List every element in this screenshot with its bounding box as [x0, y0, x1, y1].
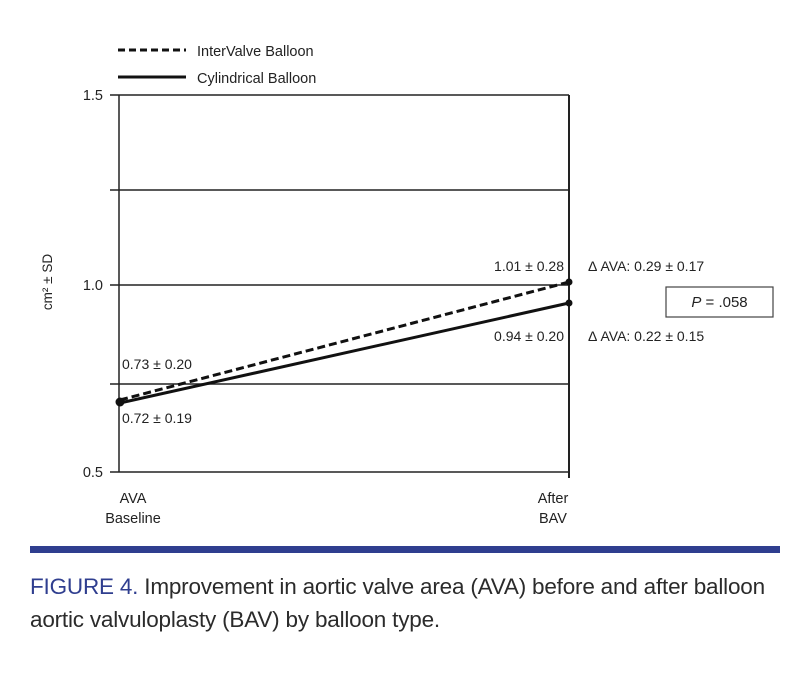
label-intervalve-baseline: 0.73 ± 0.20	[122, 356, 192, 372]
series-cylindrical	[119, 299, 573, 405]
p-value-box: P = .058	[665, 286, 774, 318]
figure-caption: FIGURE 4. Improvement in aortic valve ar…	[30, 570, 780, 636]
x-label-baseline-line2: Baseline	[105, 511, 161, 527]
label-cylindrical-baseline: 0.72 ± 0.19	[122, 410, 192, 426]
intervalve-point-after	[565, 278, 573, 286]
x-label-after-line1: After	[538, 491, 569, 507]
figure-number: FIGURE 4.	[30, 574, 139, 599]
x-label-baseline-line1: AVA	[120, 491, 147, 507]
y-tick-1.0: 1.0	[83, 278, 103, 294]
p-value-text: P = .058	[691, 294, 747, 311]
cylindrical-line	[119, 301, 570, 405]
plot-frame	[110, 94, 570, 478]
y-tick-1.5: 1.5	[83, 88, 103, 104]
x-label-after-line2: BAV	[539, 511, 567, 527]
y-tick-0.5: 0.5	[83, 465, 103, 481]
cylindrical-point-after	[565, 299, 573, 307]
label-cylindrical-after: 0.94 ± 0.20	[494, 328, 564, 344]
baseline-point	[115, 397, 125, 407]
legend-label-cylindrical: Cylindrical Balloon	[197, 71, 316, 87]
legend-label-intervalve: InterValve Balloon	[197, 44, 314, 60]
series-intervalve	[119, 278, 573, 402]
intervalve-line	[119, 280, 570, 402]
y-axis-label: cm² ± SD	[40, 254, 55, 310]
caption-text: Improvement in aortic valve area (AVA) b…	[30, 574, 765, 632]
legend: InterValve Balloon Cylindrical Balloon	[118, 44, 316, 87]
delta-cylindrical: Δ AVA: 0.22 ± 0.15	[588, 328, 704, 344]
caption-divider	[30, 546, 780, 553]
delta-intervalve: Δ AVA: 0.29 ± 0.17	[588, 258, 704, 274]
line-chart: InterValve Balloon Cylindrical Balloon c…	[40, 44, 774, 527]
label-intervalve-after: 1.01 ± 0.28	[494, 258, 564, 274]
